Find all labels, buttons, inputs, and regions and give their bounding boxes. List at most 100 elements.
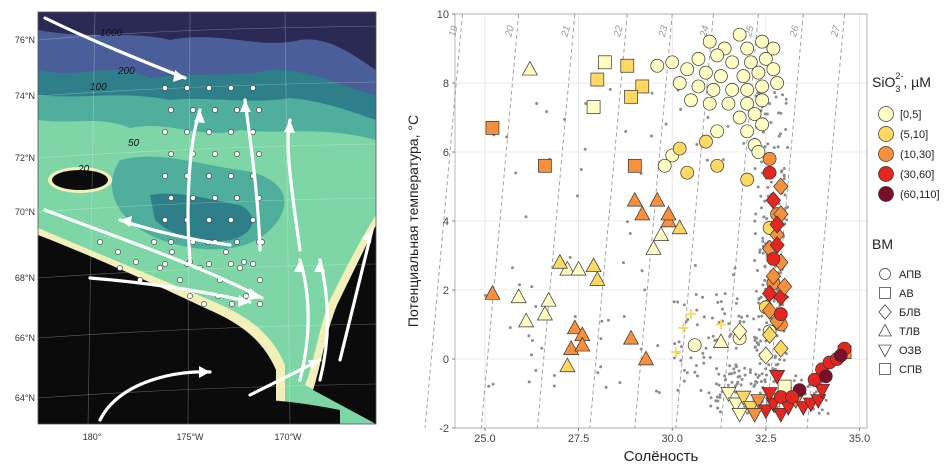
bg-dot (682, 379, 686, 383)
bg-dot (723, 312, 727, 316)
station-marker (237, 265, 243, 271)
point-circle (732, 27, 747, 42)
bg-dot (701, 295, 705, 299)
bg-dot (782, 358, 786, 362)
point-triangle-down (731, 408, 748, 423)
bg-dot (715, 395, 719, 399)
bg-dot (606, 318, 610, 322)
point-circle (687, 338, 702, 353)
bg-dot (757, 315, 761, 319)
bg-dot (739, 383, 743, 387)
density-isoline-label: 20 (503, 24, 517, 39)
point-circle (762, 165, 777, 180)
bg-dot (738, 319, 742, 323)
bg-dot (734, 301, 738, 305)
legend-si-title: SiO32-, µM (872, 71, 931, 94)
point-diamond (878, 304, 892, 320)
bg-dot (763, 112, 767, 116)
point-circle (755, 34, 769, 49)
point-triangle (671, 219, 688, 235)
point-circle (672, 76, 687, 90)
y-tick-label: 0 (443, 354, 449, 366)
station-marker (190, 107, 196, 113)
point-circle (706, 83, 721, 97)
bg-dot (753, 232, 757, 236)
bg-dot (622, 315, 626, 319)
point-triangle (634, 205, 651, 221)
bg-dot (563, 117, 567, 121)
bg-dot (755, 268, 759, 272)
lon-label: 175°W (176, 432, 204, 442)
lat-label: 76°N (15, 35, 35, 45)
bg-dot (742, 141, 746, 145)
depth-label: 200 (117, 66, 135, 77)
density-isoline (424, 13, 463, 429)
bg-dot (718, 395, 722, 399)
bg-dot (778, 132, 782, 136)
point-circle (818, 369, 833, 384)
point-circle (657, 158, 672, 173)
station-marker (115, 249, 121, 255)
lat-label: 72°N (15, 153, 35, 163)
point-triangle (559, 357, 576, 373)
station-marker (187, 293, 193, 299)
point-triangle-down (813, 383, 831, 399)
bg-dot (772, 380, 776, 384)
station-marker (228, 129, 234, 135)
bg-dot (765, 217, 769, 221)
bg-dot (765, 373, 769, 377)
density-isoline-label: 26 (788, 24, 802, 39)
bg-dot (710, 316, 714, 320)
station-marker (168, 239, 174, 245)
bg-dot (573, 315, 577, 319)
bg-dot (766, 185, 770, 189)
bg-dot (702, 315, 706, 319)
legend-si-swatch (878, 166, 894, 182)
bg-dot (740, 377, 744, 381)
point-triangle-down (750, 394, 767, 409)
bg-dot (510, 266, 514, 270)
density-isoline (536, 13, 576, 429)
density-isolines: 19 20 21 22 23 24 25 26 27 (424, 13, 845, 429)
point-circle (710, 48, 725, 63)
bg-dot (625, 220, 629, 224)
bg-dot (514, 171, 518, 175)
point-circle (740, 83, 754, 97)
bg-dot (552, 384, 556, 388)
data-points (484, 27, 852, 423)
y-tick-label: 8 (443, 78, 449, 90)
bg-dot (757, 328, 761, 332)
point-circle (774, 307, 788, 321)
bg-dot (776, 145, 780, 149)
bg-dot (774, 95, 778, 99)
point-circle (680, 165, 695, 180)
point-circle (879, 268, 891, 280)
point-circle (770, 76, 784, 90)
point-square (538, 158, 552, 173)
bg-dot (695, 323, 699, 327)
bg-dot (769, 180, 773, 184)
lat-label: 74°N (15, 91, 35, 101)
station-marker (228, 85, 234, 91)
bg-dot (754, 212, 758, 216)
legend-wm-label: АВ (899, 288, 914, 300)
point-circle (699, 65, 713, 80)
station-marker (223, 249, 229, 255)
legend-wm-label: СПВ (899, 364, 922, 376)
station-marker (228, 173, 234, 179)
point-circle (650, 58, 665, 73)
bg-dot (752, 317, 756, 321)
bg-dot (527, 380, 531, 384)
bg-dot (764, 339, 768, 343)
station-marker (117, 265, 123, 271)
bg-dot (755, 348, 759, 352)
bg-dot (772, 299, 776, 303)
bg-dot (743, 366, 747, 370)
bg-dot (723, 292, 727, 296)
station-marker (169, 249, 175, 255)
bg-dot (784, 128, 788, 132)
point-triangle (652, 226, 670, 241)
density-isoline-label: 27 (829, 24, 843, 39)
station-marker (177, 277, 183, 283)
point-triangle-down (772, 408, 789, 423)
